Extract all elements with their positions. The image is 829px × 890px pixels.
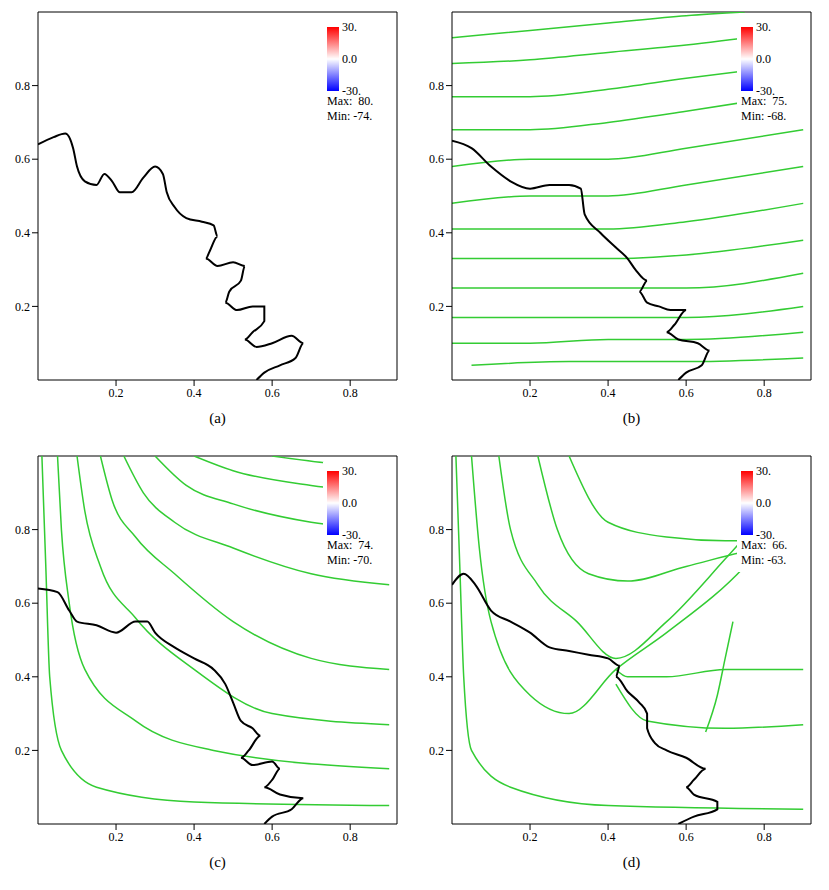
html-text:(c): (c) [209,854,226,870]
html-text:0.0: 0.0 [342,496,357,510]
html-text:-30.: -30. [342,84,361,98]
html-text:Min: -68.: Min: -68. [741,109,787,123]
html-text:0.0: 0.0 [342,52,357,66]
svg-text:0.4: 0.4 [15,226,30,240]
html-text:30.: 30. [342,20,357,34]
svg-text:0.8: 0.8 [343,386,358,400]
svg-text:0.2: 0.2 [15,300,30,314]
svg-text:0.8: 0.8 [429,523,444,537]
svg-text:0.2: 0.2 [429,300,444,314]
svg-text:0.4: 0.4 [429,670,444,684]
svg-text:0.4: 0.4 [15,670,30,684]
svg-text:0.4: 0.4 [187,386,202,400]
svg-text:0.8: 0.8 [15,523,30,537]
html-text:30.: 30. [756,20,771,34]
html-text:(d): (d) [622,854,641,870]
svg-text:0.6: 0.6 [265,830,280,844]
svg-text:0.8: 0.8 [757,386,772,400]
svg-text:0.4: 0.4 [601,830,616,844]
svg-text:0.4: 0.4 [601,386,616,400]
html-text:Min: -63.: Min: -63. [741,553,787,567]
html-text:-30.: -30. [342,528,361,542]
html-text:-30.: -30. [756,528,775,542]
html-text:(a): (a) [209,410,226,426]
svg-text:0.2: 0.2 [109,386,124,400]
svg-text:0.2: 0.2 [523,830,538,844]
svg-text:0.6: 0.6 [679,830,694,844]
html-text:Max: 80.: Max: 80. [327,94,374,108]
svg-text:0.6: 0.6 [429,152,444,166]
svg-text:0.6: 0.6 [265,386,280,400]
html-text:Max: 74.: Max: 74. [327,538,374,552]
svg-text:0.8: 0.8 [15,79,30,93]
html-text:30.: 30. [756,464,771,478]
svg-text:0.2: 0.2 [429,744,444,758]
html-text:30.: 30. [342,464,357,478]
svg-text:0.6: 0.6 [429,596,444,610]
html-text:Max: 66.: Max: 66. [741,538,788,552]
svg-text:0.8: 0.8 [343,830,358,844]
html-text:Max: 75.: Max: 75. [741,94,788,108]
html-text:0.0: 0.0 [756,496,771,510]
html-text:0.0: 0.0 [756,52,771,66]
html-text:Min: -70.: Min: -70. [327,553,373,567]
svg-text:0.4: 0.4 [187,830,202,844]
svg-text:0.8: 0.8 [757,830,772,844]
svg-text:0.4: 0.4 [429,226,444,240]
svg-text:0.6: 0.6 [15,596,30,610]
html-text:(b): (b) [622,410,641,426]
svg-text:0.6: 0.6 [679,386,694,400]
html-text:Min: -74.: Min: -74. [327,109,373,123]
html-text:-30.: -30. [756,84,775,98]
svg-text:0.2: 0.2 [109,830,124,844]
svg-text:0.2: 0.2 [15,744,30,758]
svg-text:0.8: 0.8 [429,79,444,93]
svg-text:0.2: 0.2 [523,386,538,400]
svg-text:0.6: 0.6 [15,152,30,166]
